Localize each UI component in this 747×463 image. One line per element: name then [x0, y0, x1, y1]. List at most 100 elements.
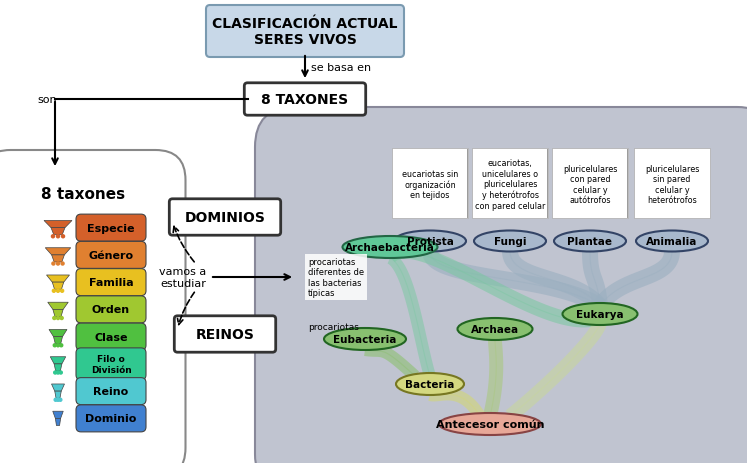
Circle shape — [59, 371, 62, 374]
Circle shape — [52, 263, 55, 265]
Text: eucariotas,
unicelulares o
pluricelulares
y heterótrofos
con pared celular: eucariotas, unicelulares o pluricelulare… — [475, 159, 545, 210]
Text: Antecesor común: Antecesor común — [436, 419, 545, 429]
Circle shape — [57, 344, 60, 347]
Text: CLASIFICACIÓN ACTUAL
SERES VIVOS: CLASIFICACIÓN ACTUAL SERES VIVOS — [212, 17, 397, 47]
Text: son: son — [37, 95, 57, 105]
Circle shape — [52, 235, 55, 238]
Polygon shape — [364, 344, 419, 381]
Text: Archaebacteria: Archaebacteria — [345, 243, 435, 252]
Text: 8 TAXONES: 8 TAXONES — [261, 93, 349, 107]
Polygon shape — [50, 357, 66, 364]
Polygon shape — [46, 275, 69, 282]
FancyBboxPatch shape — [0, 150, 185, 463]
Circle shape — [59, 399, 62, 401]
Text: Archaea: Archaea — [471, 324, 519, 334]
FancyBboxPatch shape — [76, 242, 146, 269]
FancyBboxPatch shape — [76, 269, 146, 296]
Circle shape — [52, 290, 55, 293]
Circle shape — [60, 344, 63, 347]
Text: Filo o
División: Filo o División — [90, 354, 131, 374]
Text: Plantae: Plantae — [568, 237, 613, 246]
Polygon shape — [46, 248, 71, 255]
Ellipse shape — [636, 231, 708, 252]
Text: Eukarya: Eukarya — [576, 309, 624, 319]
Circle shape — [53, 344, 56, 347]
Circle shape — [57, 399, 60, 401]
FancyBboxPatch shape — [76, 324, 146, 350]
Ellipse shape — [439, 413, 541, 435]
Polygon shape — [52, 255, 64, 263]
FancyBboxPatch shape — [76, 405, 146, 432]
Text: REINOS: REINOS — [196, 327, 255, 341]
Ellipse shape — [554, 231, 626, 252]
Polygon shape — [52, 384, 64, 391]
Circle shape — [57, 290, 60, 293]
Circle shape — [57, 371, 60, 374]
Text: procariotas
diferentes de
las bacterias
típicas: procariotas diferentes de las bacterias … — [308, 257, 364, 298]
Text: Familia: Familia — [89, 277, 133, 288]
Polygon shape — [582, 251, 608, 307]
Ellipse shape — [562, 303, 637, 325]
FancyBboxPatch shape — [634, 149, 710, 219]
Text: pluricelulares
con pared
celular y
autótrofos: pluricelulares con pared celular y autót… — [562, 164, 617, 205]
Polygon shape — [55, 419, 61, 425]
Polygon shape — [388, 253, 436, 378]
Text: Reino: Reino — [93, 386, 128, 396]
FancyBboxPatch shape — [472, 149, 548, 219]
Text: Protista: Protista — [406, 237, 453, 246]
FancyBboxPatch shape — [255, 108, 747, 463]
Circle shape — [53, 317, 56, 320]
FancyBboxPatch shape — [170, 200, 281, 236]
Text: procariotas: procariotas — [308, 323, 359, 332]
Polygon shape — [593, 251, 680, 311]
Polygon shape — [48, 302, 68, 310]
Text: se basa en: se basa en — [311, 63, 371, 73]
Text: Bacteria: Bacteria — [406, 379, 455, 389]
Circle shape — [55, 399, 58, 401]
Circle shape — [61, 263, 64, 265]
Circle shape — [57, 263, 60, 265]
Circle shape — [54, 371, 57, 374]
Ellipse shape — [324, 328, 406, 350]
Polygon shape — [49, 330, 67, 337]
Text: Dominio: Dominio — [85, 413, 137, 424]
Circle shape — [61, 235, 64, 238]
Text: vamos a
estudiar: vamos a estudiar — [159, 267, 207, 288]
Text: Eubacteria: Eubacteria — [333, 334, 397, 344]
FancyBboxPatch shape — [392, 149, 468, 219]
Text: 8 taxones: 8 taxones — [41, 187, 125, 202]
Ellipse shape — [474, 231, 546, 252]
Polygon shape — [385, 245, 597, 328]
Polygon shape — [428, 388, 485, 419]
Ellipse shape — [396, 373, 464, 395]
FancyBboxPatch shape — [552, 149, 628, 219]
Polygon shape — [502, 251, 606, 312]
Polygon shape — [55, 391, 61, 399]
Polygon shape — [53, 310, 63, 317]
Text: Fungi: Fungi — [494, 237, 526, 246]
Polygon shape — [52, 282, 63, 290]
Text: DOMINIOS: DOMINIOS — [185, 211, 265, 225]
Polygon shape — [483, 340, 503, 418]
FancyBboxPatch shape — [76, 296, 146, 323]
Polygon shape — [51, 228, 65, 235]
Text: Especie: Especie — [87, 223, 134, 233]
Text: pluricelulares
sin pared
celular y
heterótrofos: pluricelulares sin pared celular y heter… — [645, 164, 699, 205]
Polygon shape — [422, 251, 604, 313]
Polygon shape — [53, 411, 63, 419]
FancyBboxPatch shape — [206, 6, 404, 58]
Polygon shape — [506, 322, 607, 421]
Circle shape — [57, 235, 60, 238]
Circle shape — [57, 317, 60, 320]
FancyBboxPatch shape — [76, 348, 146, 380]
Text: Animalia: Animalia — [646, 237, 698, 246]
Text: Género: Género — [88, 250, 134, 260]
Polygon shape — [54, 364, 62, 371]
Polygon shape — [44, 221, 72, 228]
FancyBboxPatch shape — [174, 316, 276, 352]
Circle shape — [61, 317, 63, 320]
FancyBboxPatch shape — [76, 378, 146, 405]
Text: Orden: Orden — [92, 305, 130, 315]
Polygon shape — [54, 337, 63, 344]
Ellipse shape — [394, 231, 466, 252]
